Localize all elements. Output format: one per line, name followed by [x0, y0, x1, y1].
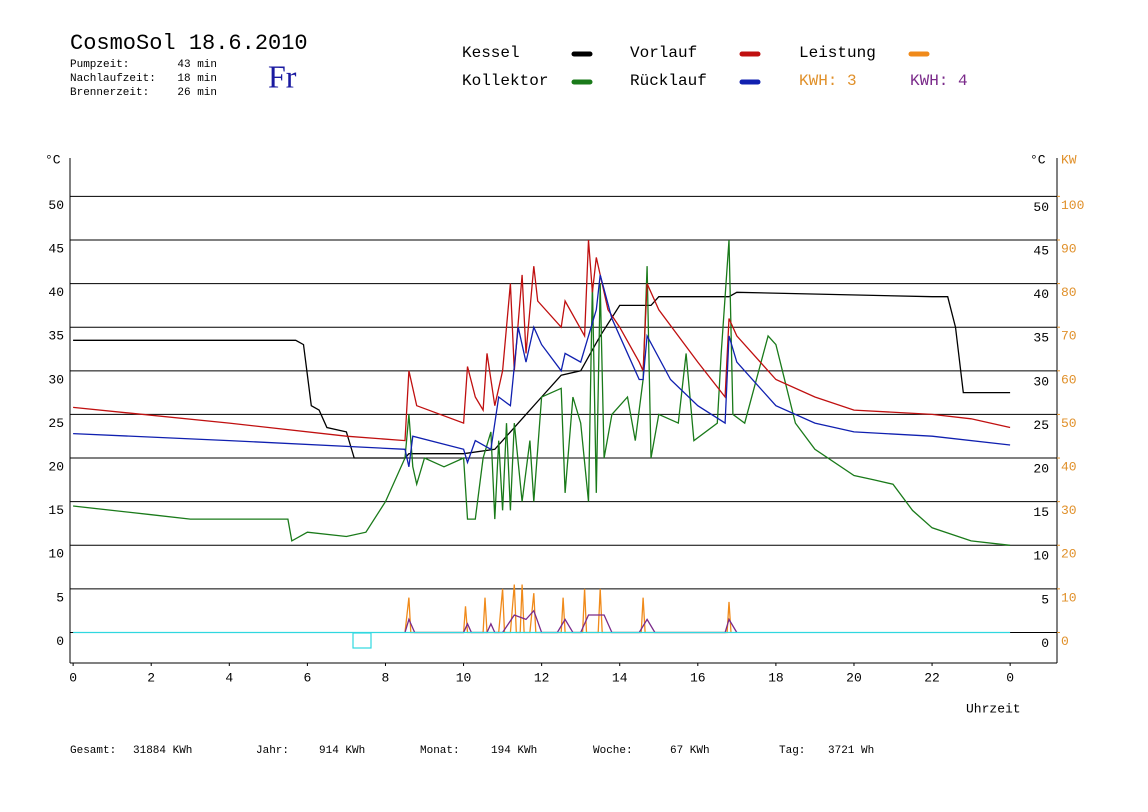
y2-tick-label: 70	[1061, 329, 1077, 344]
y-tick-label: 30	[48, 372, 64, 387]
total-label: Gesamt:	[70, 745, 116, 757]
series-line	[73, 239, 1011, 546]
total-value: 3721 Wh	[828, 745, 874, 757]
x-tick-label: 20	[846, 670, 862, 685]
kwh-label: KWH: 3	[799, 72, 857, 90]
x-tick-label: 18	[768, 670, 784, 685]
y-tick-label-right: 10	[1033, 549, 1049, 564]
stat-value: 18 min	[177, 73, 217, 85]
chart-title: CosmoSol 18.6.2010	[70, 31, 308, 56]
legend-label: Rücklauf	[630, 72, 707, 90]
total-label: Woche:	[593, 745, 633, 757]
legend-label: Vorlauf	[630, 44, 697, 62]
y-tick-label-right: 45	[1033, 243, 1049, 258]
stat-value: 26 min	[177, 87, 217, 99]
series-line	[73, 274, 1011, 467]
x-tick-label: 12	[534, 670, 550, 685]
x-tick-label: 4	[225, 670, 233, 685]
x-tick-label: 0	[69, 670, 77, 685]
y2-tick-label: 0	[1061, 634, 1069, 649]
stat-value: 43 min	[177, 59, 217, 71]
y-tick-label-right: 50	[1033, 200, 1049, 215]
y2-tick-label: 20	[1061, 547, 1077, 562]
y-tick-label: 10	[48, 547, 64, 562]
y-tick-label: 25	[48, 416, 64, 431]
y2-tick-label: 60	[1061, 372, 1077, 387]
x-tick-label: 10	[456, 670, 472, 685]
weekday: Fr	[268, 58, 297, 94]
x-tick-label: 22	[924, 670, 940, 685]
y-tick-label: 20	[48, 459, 64, 474]
total-label: Tag:	[779, 745, 805, 757]
y-unit: °C	[1030, 152, 1046, 167]
x-tick-label: 2	[147, 670, 155, 685]
y-tick-label: 15	[48, 503, 64, 518]
y2-tick-label: 30	[1061, 503, 1077, 518]
y-tick-label-right: 15	[1033, 505, 1049, 520]
y-tick-label-right: 0	[1041, 636, 1049, 651]
x-tick-label: 0	[1006, 670, 1014, 685]
x-tick-label: 6	[303, 670, 311, 685]
y-tick-label: 0	[56, 634, 64, 649]
y-tick-label-right: 20	[1033, 461, 1049, 476]
total-value: 194 KWh	[491, 745, 537, 757]
legend-label: Kollektor	[462, 72, 548, 90]
plot	[70, 195, 1057, 634]
legend-label: Leistung	[799, 44, 876, 62]
total-value: 914 KWh	[319, 745, 365, 757]
total-label: Jahr:	[256, 745, 289, 757]
y-tick-label-right: 35	[1033, 331, 1049, 346]
y-tick-label-right: 5	[1041, 592, 1049, 607]
stat-label: Brennerzeit:	[70, 87, 149, 99]
series-line	[73, 291, 1011, 459]
legend-label: Kessel	[462, 44, 520, 62]
stat-label: Nachlaufzeit:	[70, 73, 156, 85]
total-value: 31884 KWh	[133, 745, 192, 757]
y2-tick-label: 90	[1061, 241, 1077, 256]
y2-tick-label: 80	[1061, 285, 1077, 300]
y2-tick-label: 40	[1061, 459, 1077, 474]
total-label: Monat:	[420, 745, 460, 757]
marker-box	[352, 632, 372, 649]
y2-tick-label: 100	[1061, 198, 1084, 213]
y-tick-label: 40	[48, 285, 64, 300]
series-line	[73, 239, 1011, 442]
stat-label: Pumpzeit:	[70, 59, 129, 71]
y-tick-label: 5	[56, 590, 64, 605]
y2-unit: KW	[1061, 152, 1077, 167]
y-tick-label: 50	[48, 198, 64, 213]
x-axis-label: Uhrzeit	[966, 701, 1021, 716]
x-tick-label: 16	[690, 670, 706, 685]
kwh-label: KWH: 4	[910, 72, 968, 90]
y-tick-label-right: 25	[1033, 418, 1049, 433]
y2-tick-label: 10	[1061, 590, 1077, 605]
y-tick-label: 35	[48, 329, 64, 344]
y2-tick-label: 50	[1061, 416, 1077, 431]
x-tick-label: 8	[382, 670, 390, 685]
series-line	[404, 609, 738, 634]
y-tick-label: 45	[48, 241, 64, 256]
y-unit: °C	[45, 152, 61, 167]
y-tick-label-right: 40	[1033, 287, 1049, 302]
total-value: 67 KWh	[670, 745, 710, 757]
y-tick-label-right: 30	[1033, 374, 1049, 389]
x-tick-label: 14	[612, 670, 628, 685]
